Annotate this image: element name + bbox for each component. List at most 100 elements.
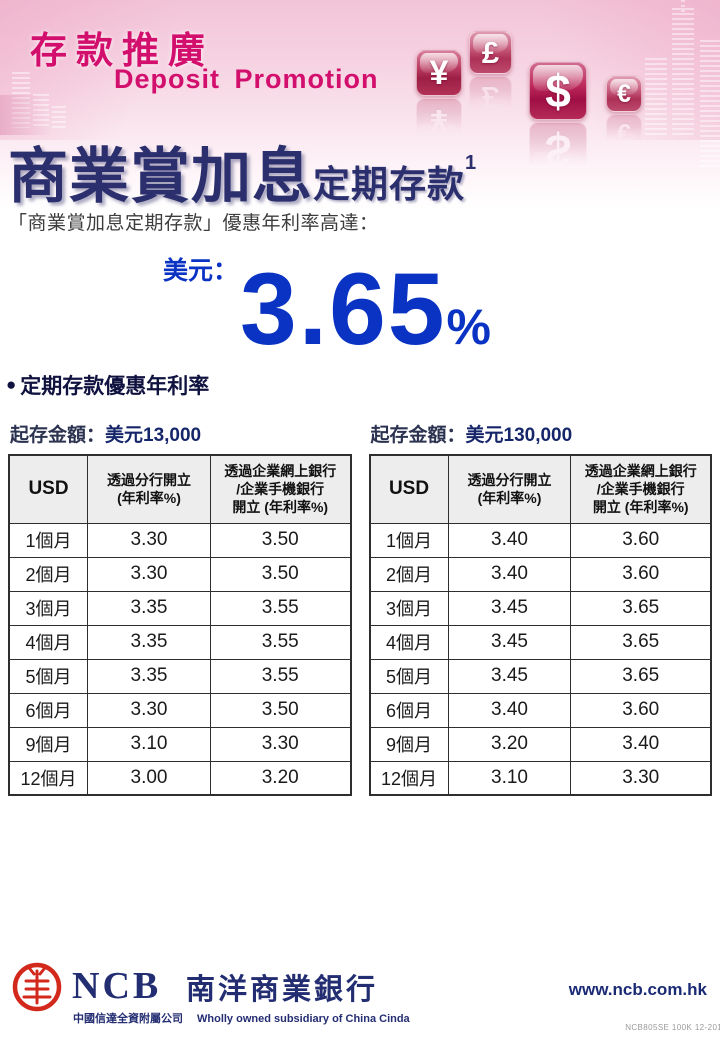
rate-cell: 3.45	[447, 658, 572, 694]
min-deposit-label: 起存金額：	[10, 425, 106, 446]
euro-reflection: €	[606, 114, 642, 150]
rate-cell: 3.60	[570, 692, 712, 728]
rate-cell: 3.65	[570, 624, 712, 660]
rate-cell: 3.30	[87, 692, 211, 728]
term-cell: 9個月	[8, 726, 89, 762]
rate-cell: 3.50	[209, 556, 352, 592]
skyline-building	[12, 72, 30, 128]
skyline-antenna	[681, 0, 685, 14]
rate-cell: 3.45	[447, 590, 572, 626]
website-url: www.ncb.com.hk	[568, 980, 707, 999]
skyline-building	[33, 94, 49, 128]
headline-rate: 3.65%	[240, 258, 491, 360]
term-cell: 12個月	[369, 760, 449, 796]
table-caption: 起存金額：美元130,000	[371, 420, 713, 447]
banner-title-en: Deposit Promotion	[114, 64, 379, 94]
column-header: USD	[8, 454, 89, 524]
table-row: 4個月 3.45 3.65	[369, 624, 712, 660]
table-row: 1個月 3.40 3.60	[369, 522, 712, 558]
rate-cell: 3.10	[447, 760, 572, 796]
rate-cell: 3.65	[570, 590, 712, 626]
skyline-building	[700, 40, 720, 170]
column-header: 透過分行開立 (年利率%)	[447, 454, 572, 524]
rate-cell: 3.35	[87, 658, 211, 694]
rate-cell: 3.55	[209, 658, 352, 694]
min-deposit-value: 美元13,000	[105, 425, 202, 446]
yen-symbol: ¥	[429, 54, 449, 92]
rate-cell: 3.30	[87, 522, 211, 558]
subsidiary-en: Wholly owned subsidiary of China Cinda	[197, 1013, 410, 1025]
column-header: 透過分行開立 (年利率%)	[87, 454, 211, 524]
product-name: 商業賞加息	[8, 143, 313, 210]
table-row: 3個月 3.45 3.65	[369, 590, 712, 626]
percent-sign: %	[446, 299, 491, 355]
table-row: 9個月 3.20 3.40	[369, 726, 712, 762]
promo-description: 「商業賞加息定期存款」優惠年利率高達：	[8, 213, 379, 234]
term-cell: 2個月	[369, 556, 449, 592]
table-caption: 起存金額：美元13,000	[10, 420, 352, 447]
skyline-building	[645, 58, 667, 136]
rate-cell: 3.30	[209, 726, 352, 762]
banner-title-zh: 存款推廣	[30, 30, 214, 71]
column-header: USD	[369, 454, 449, 524]
term-cell: 9個月	[369, 726, 449, 762]
euro-symbol: €	[617, 79, 631, 108]
dollar-reflection: $	[529, 122, 587, 180]
skyline-building	[672, 8, 694, 136]
footer: NCB 南洋商業銀行 中國信達全資附屬公司 Wholly owned subsid…	[0, 950, 720, 1040]
table-row: 2個月 3.40 3.60	[369, 556, 712, 592]
rate-cell: 3.30	[87, 556, 211, 592]
rate-tables: 起存金額：美元13,000 USD 透過分行開立 (年利率%) 透過企業網上銀行 /…	[8, 420, 712, 796]
term-cell: 1個月	[8, 522, 89, 558]
term-cell: 5個月	[369, 658, 449, 694]
subsidiary-zh: 中國信達全資附屬公司	[73, 1013, 183, 1025]
min-deposit-label: 起存金額：	[370, 425, 466, 446]
table-row: 2個月 3.30 3.50	[8, 556, 352, 592]
rate-cell: 3.40	[447, 556, 572, 592]
rate-cell: 3.50	[209, 522, 352, 558]
skyline-building	[52, 106, 66, 130]
rate-cell: 3.00	[87, 760, 211, 796]
rate-cell: 3.55	[209, 590, 352, 626]
min-deposit-value: 美元130,000	[465, 425, 573, 446]
column-header: 透過企業網上銀行 /企業手機銀行 開立 (年利率%)	[570, 454, 712, 524]
term-cell: 12個月	[8, 760, 89, 796]
yen-icon: ¥ ¥	[416, 50, 462, 144]
term-cell: 2個月	[8, 556, 89, 592]
rate-cell: 3.35	[87, 624, 211, 660]
rate-cell: 3.35	[87, 590, 211, 626]
pound-symbol: £	[481, 35, 500, 70]
rates-table: USD 透過分行開立 (年利率%) 透過企業網上銀行 /企業手機銀行 開立 (年利率…	[8, 454, 352, 796]
dollar-symbol: $	[545, 65, 571, 117]
euro-icon: € €	[606, 76, 642, 150]
table-usd-13000: 起存金額：美元13,000 USD 透過分行開立 (年利率%) 透過企業網上銀行 /…	[8, 420, 352, 796]
term-cell: 6個月	[369, 692, 449, 728]
term-cell: 1個月	[369, 522, 449, 558]
rate-cell: 3.50	[209, 692, 352, 728]
rate-cell: 3.60	[570, 556, 712, 592]
section-heading-text: 定期存款優惠年利率	[20, 375, 210, 398]
rates-table: USD 透過分行開立 (年利率%) 透過企業網上銀行 /企業手機銀行 開立 (年利率…	[368, 454, 712, 796]
rate-value: 3.65	[240, 252, 447, 366]
bullet-icon: ●	[6, 375, 17, 394]
bank-abbr-logo: NCB	[72, 965, 162, 1007]
term-cell: 4個月	[8, 624, 89, 660]
footnote-marker: 1	[465, 152, 477, 174]
rate-cell: 3.40	[570, 726, 712, 762]
rate-cell: 3.60	[570, 522, 712, 558]
pound-icon: £ £	[469, 31, 512, 119]
rate-currency-label: 美元：	[163, 257, 239, 285]
table-row: 1個月 3.30 3.50	[8, 522, 352, 558]
rate-cell: 3.65	[570, 658, 712, 694]
term-cell: 3個月	[8, 590, 89, 626]
rate-cell: 3.40	[447, 522, 572, 558]
page-title: 商業賞加息定期存款1	[8, 128, 476, 215]
dollar-icon: $ $	[529, 62, 587, 180]
table-row: 3個月 3.35 3.55	[8, 590, 352, 626]
rate-cell: 3.30	[570, 760, 712, 796]
pound-reflection: £	[469, 76, 512, 119]
table-usd-130000: 起存金額：美元130,000 USD 透過分行開立 (年利率%) 透過企業網上銀行 …	[368, 420, 713, 796]
rate-cell: 3.45	[447, 624, 572, 660]
print-code: NCB805SE 100K 12-2016	[625, 1023, 720, 1032]
